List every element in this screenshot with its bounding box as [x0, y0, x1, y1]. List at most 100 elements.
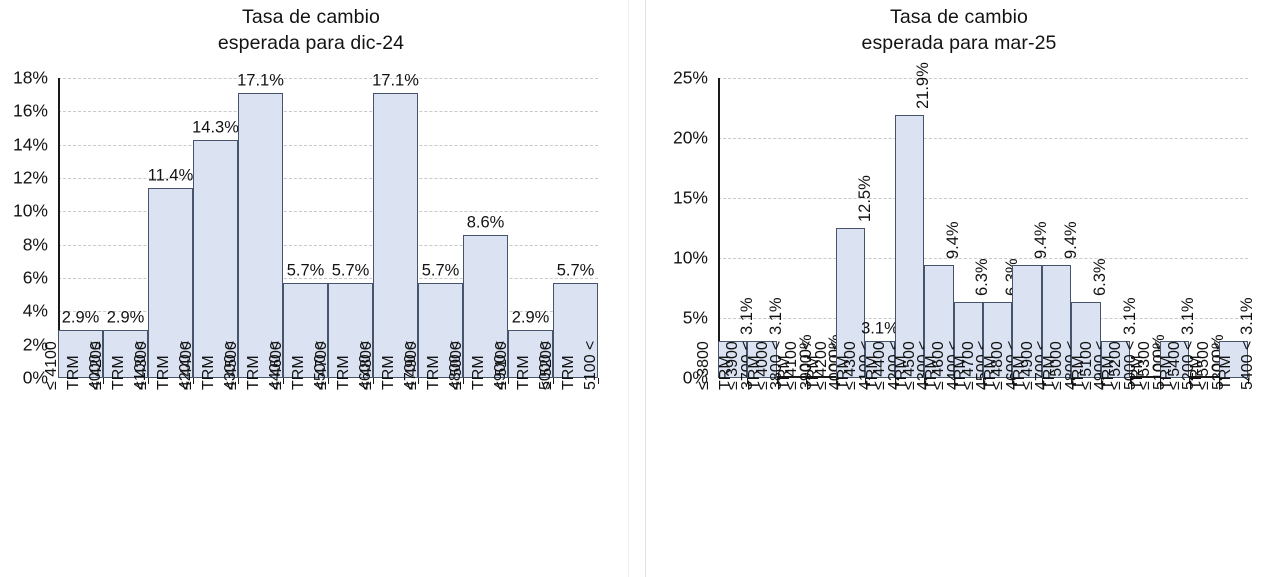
- histogram-bar[interactable]: [373, 93, 418, 378]
- x-axis-tick: [1041, 378, 1043, 384]
- histogram-bar[interactable]: [193, 139, 238, 378]
- histogram-bar[interactable]: [418, 283, 463, 378]
- x-axis-category-label: ≤ 5400: [1165, 341, 1183, 390]
- x-axis-category-label: TRM: [244, 355, 262, 390]
- bar-value-label: 3.1%: [861, 319, 899, 338]
- gridline: [58, 211, 598, 213]
- x-axis-tick: [238, 378, 239, 384]
- chart-title-line1: Tasa de cambio: [890, 6, 1028, 28]
- x-axis-tick: [1159, 378, 1161, 384]
- x-axis-tick: [835, 378, 837, 384]
- gridline: [58, 111, 598, 113]
- histogram-bar[interactable]: [1100, 340, 1131, 378]
- bar-value-label: 3.1%: [1238, 297, 1257, 335]
- x-axis-category-label: ≤ 5200: [537, 341, 555, 390]
- x-axis-category-label: 5400 <: [1239, 340, 1257, 390]
- y-axis-tick-label: 2%: [22, 333, 48, 354]
- x-axis-category-label: ≤ 4200: [87, 341, 105, 390]
- x-axis-category-label: TRM: [289, 355, 307, 390]
- x-axis-category-label: ≤ 4600: [930, 341, 948, 390]
- bar-value-label: 11.4%: [147, 166, 194, 185]
- histogram-bar[interactable]: [553, 283, 598, 378]
- x-axis-category-label: 5100 <: [581, 340, 599, 390]
- x-axis-tick: [1012, 378, 1014, 384]
- y-axis-tick-label: 18%: [12, 67, 48, 88]
- x-axis-tick: [328, 378, 329, 384]
- histogram-bar[interactable]: [835, 228, 866, 378]
- x-axis-category-label: TRM: [559, 355, 577, 390]
- histogram-bar[interactable]: [328, 283, 373, 378]
- x-axis-tick: [776, 378, 778, 384]
- chart-panel-mar25: Tasa de cambio esperada para mar-25 0% 5%…: [649, 0, 1269, 577]
- chart-title-line2: esperada para mar-25: [861, 32, 1057, 54]
- x-axis-category-label: ≤ 4900: [1018, 341, 1036, 390]
- histogram-bar[interactable]: [58, 329, 103, 378]
- x-axis-category-label: ≤ 4400: [177, 341, 195, 390]
- chart-title-mar25: Tasa de cambio esperada para mar-25: [649, 4, 1269, 56]
- histogram-bar[interactable]: [718, 340, 748, 378]
- gridline: [58, 278, 598, 279]
- histogram-bar[interactable]: [1071, 302, 1101, 378]
- x-axis-tick: [1189, 378, 1191, 384]
- x-axis-category-label: ≤ 4700: [312, 341, 330, 390]
- x-axis-category-label: TRM: [1217, 355, 1235, 390]
- y-axis-tick-label: 25%: [672, 67, 708, 88]
- histogram-bar[interactable]: [508, 329, 553, 378]
- bar-value-label: 6.3%: [1091, 258, 1110, 297]
- x-axis-tick: [806, 378, 808, 384]
- histogram-bar[interactable]: [894, 115, 925, 378]
- y-axis-tick-label: 4%: [22, 300, 48, 321]
- bar-value-label: 14.3%: [192, 118, 239, 137]
- histogram-bar[interactable]: [463, 234, 508, 378]
- gridline: [58, 78, 598, 79]
- x-axis-tick: [148, 378, 149, 384]
- y-axis-tick-label: 15%: [672, 187, 708, 208]
- histogram-bar[interactable]: [953, 302, 983, 378]
- histogram-bar[interactable]: [865, 340, 895, 378]
- histogram-bar[interactable]: [747, 340, 777, 378]
- x-axis-category-label: TRM: [514, 355, 532, 390]
- bar-value-label: 3.1%: [767, 297, 786, 335]
- x-axis-category-label: TRM: [379, 355, 397, 390]
- x-axis-category-label: ≤ 5000: [447, 341, 465, 390]
- histogram-bar[interactable]: [983, 302, 1013, 378]
- x-axis-category-label: ≤ 5300: [1136, 341, 1154, 390]
- x-axis-tick: [865, 378, 867, 384]
- bar-value-label: 5.7%: [331, 261, 370, 280]
- bar-value-label: 9.4%: [1032, 221, 1051, 260]
- histogram-bar[interactable]: [238, 93, 283, 378]
- x-axis-tick: [418, 378, 419, 384]
- x-axis-category-label: ≤ 3900: [724, 341, 742, 390]
- plot-area-mar25: 0%5%10%15%20%25%3.1%3700 ≤TRM≤ 38003.1%3…: [673, 62, 1256, 390]
- histogram-bar[interactable]: [148, 188, 193, 378]
- histogram-bar[interactable]: [924, 265, 954, 378]
- x-axis-category-label: ≤ 4100: [783, 341, 801, 390]
- x-axis-tick: [103, 378, 104, 384]
- histogram-bar[interactable]: [1159, 340, 1190, 378]
- x-axis-category-label: TRM: [334, 355, 352, 390]
- histogram-bar[interactable]: [283, 283, 328, 378]
- bar-value-label: 3.1%: [737, 297, 756, 335]
- bar-value-label: 3.1%: [1179, 297, 1198, 335]
- gridline: [718, 78, 1248, 79]
- x-axis-category-label: TRM: [199, 355, 217, 390]
- x-axis-category-label: ≤ 4300: [132, 341, 150, 390]
- histogram-bar[interactable]: [1218, 340, 1248, 378]
- bar-value-label: 9.4%: [1061, 221, 1080, 260]
- x-axis-category-label: TRM: [109, 355, 127, 390]
- x-axis-category-label: ≤ 4500: [222, 341, 240, 390]
- chart-panel-dic24: Tasa de cambio esperada para dic-24 0% 2%…: [0, 0, 622, 577]
- bar-value-label: 6.3%: [973, 258, 992, 297]
- x-axis-tick: [553, 378, 554, 384]
- histogram-bar[interactable]: [1012, 265, 1042, 378]
- x-axis-category-label: ≤ 4800: [357, 341, 375, 390]
- chart-title-dic24: Tasa de cambio esperada para dic-24: [0, 4, 622, 56]
- y-axis-line: [718, 78, 720, 378]
- x-axis-category-label: ≤ 4300: [841, 341, 859, 390]
- histogram-bar[interactable]: [1041, 265, 1072, 378]
- x-axis-tick: [953, 378, 955, 384]
- bar-value-label: 9.4%: [943, 221, 962, 260]
- histogram-bar[interactable]: [103, 329, 148, 378]
- gridline: [718, 258, 1248, 259]
